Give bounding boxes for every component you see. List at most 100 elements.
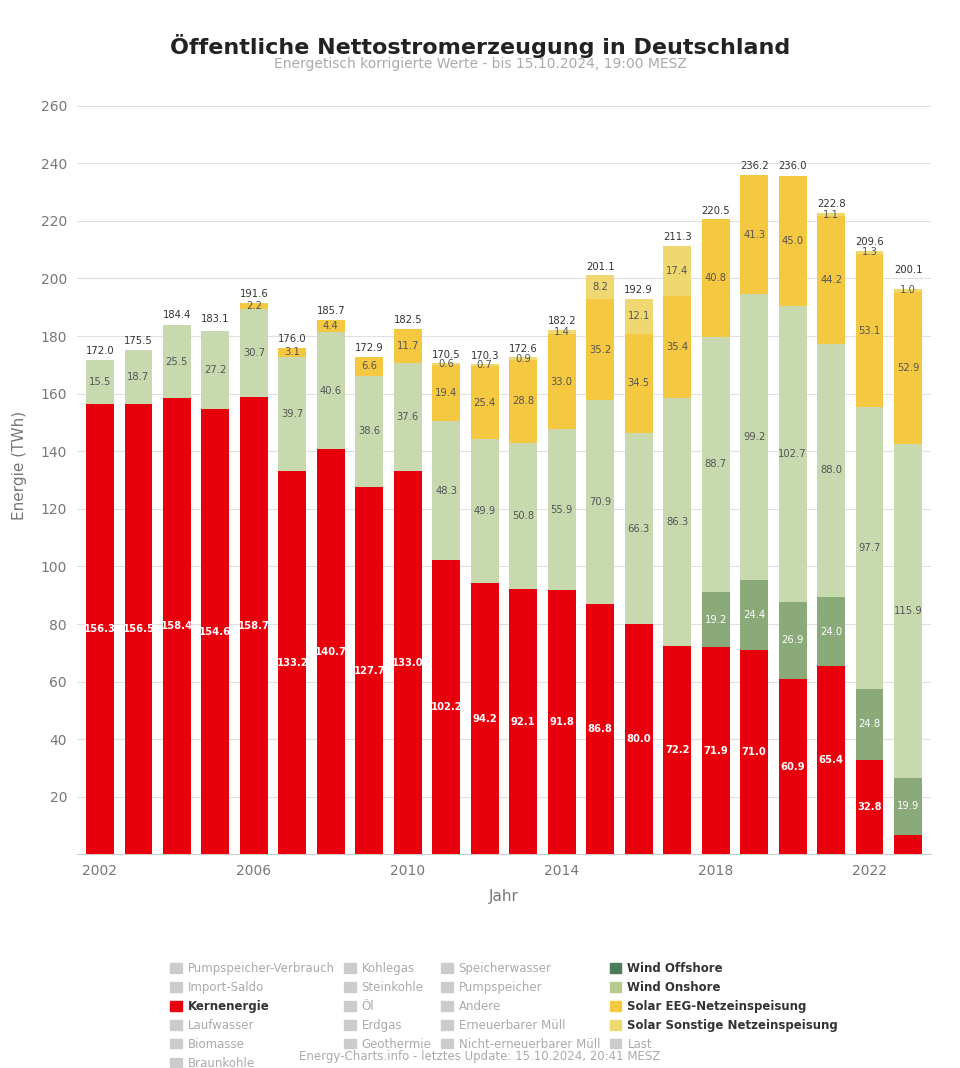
- Text: 191.6: 191.6: [239, 289, 268, 299]
- Text: 192.9: 192.9: [624, 285, 653, 296]
- Bar: [855, 407, 883, 689]
- Text: 28.8: 28.8: [513, 396, 535, 407]
- Bar: [240, 309, 268, 397]
- Text: 11.7: 11.7: [396, 342, 419, 351]
- Text: 38.6: 38.6: [358, 426, 380, 436]
- Text: 183.1: 183.1: [201, 314, 229, 324]
- Bar: [702, 592, 730, 647]
- Bar: [779, 176, 806, 305]
- Text: 71.9: 71.9: [704, 745, 728, 756]
- Bar: [510, 443, 537, 590]
- Text: 102.2: 102.2: [430, 703, 462, 712]
- Bar: [663, 646, 691, 854]
- Bar: [86, 360, 113, 405]
- Text: 40.6: 40.6: [320, 386, 342, 396]
- Text: 133.0: 133.0: [392, 658, 423, 668]
- Bar: [587, 299, 614, 400]
- Text: 156.5: 156.5: [122, 624, 155, 634]
- Text: 172.6: 172.6: [509, 344, 538, 354]
- Bar: [278, 357, 306, 471]
- Bar: [471, 364, 498, 366]
- Bar: [817, 214, 845, 217]
- Bar: [548, 429, 576, 590]
- Bar: [202, 409, 229, 854]
- Text: 40.8: 40.8: [705, 273, 727, 283]
- Text: 201.1: 201.1: [586, 262, 614, 272]
- Text: 35.4: 35.4: [666, 342, 688, 352]
- Text: 127.7: 127.7: [353, 665, 385, 676]
- Text: 0.6: 0.6: [439, 359, 454, 370]
- Bar: [355, 357, 383, 376]
- Bar: [471, 439, 498, 583]
- Text: 182.2: 182.2: [547, 316, 576, 326]
- Text: 72.2: 72.2: [665, 745, 689, 755]
- Text: 19.9: 19.9: [897, 801, 920, 812]
- Bar: [548, 330, 576, 334]
- Text: 37.6: 37.6: [396, 412, 419, 422]
- Text: 92.1: 92.1: [511, 717, 536, 727]
- Text: 25.4: 25.4: [473, 398, 496, 408]
- Bar: [317, 450, 345, 854]
- Bar: [317, 332, 345, 450]
- Text: 19.4: 19.4: [435, 388, 457, 398]
- Bar: [432, 363, 460, 365]
- Legend: Pumpspeicher-Verbrauch, Import-Saldo, Kernenergie, Laufwasser, Biomasse, Braunko: Pumpspeicher-Verbrauch, Import-Saldo, Ke…: [165, 958, 843, 1068]
- Text: 45.0: 45.0: [781, 236, 804, 246]
- Text: 18.7: 18.7: [128, 372, 150, 382]
- Text: 35.2: 35.2: [589, 345, 612, 355]
- Text: 55.9: 55.9: [550, 504, 573, 515]
- Bar: [240, 302, 268, 309]
- Bar: [817, 344, 845, 597]
- Text: 176.0: 176.0: [278, 334, 306, 344]
- Text: 236.2: 236.2: [740, 161, 768, 171]
- Text: 133.2: 133.2: [276, 658, 308, 668]
- Text: 184.4: 184.4: [162, 310, 191, 320]
- Bar: [394, 329, 421, 363]
- Bar: [548, 590, 576, 854]
- Text: 24.0: 24.0: [820, 627, 842, 637]
- Text: 2.2: 2.2: [246, 301, 262, 311]
- Text: 170.3: 170.3: [470, 350, 499, 361]
- Text: 50.8: 50.8: [513, 512, 535, 521]
- Text: 4.4: 4.4: [323, 321, 339, 331]
- Bar: [895, 288, 922, 292]
- Bar: [355, 376, 383, 487]
- Bar: [855, 254, 883, 407]
- Text: 30.7: 30.7: [243, 348, 265, 358]
- Text: 12.1: 12.1: [628, 312, 650, 321]
- Bar: [779, 601, 806, 679]
- Text: 0.9: 0.9: [516, 354, 531, 364]
- Text: 140.7: 140.7: [315, 647, 347, 657]
- Bar: [432, 365, 460, 421]
- Text: 86.3: 86.3: [666, 517, 688, 528]
- Bar: [86, 405, 113, 854]
- Text: 88.7: 88.7: [705, 459, 727, 469]
- Bar: [125, 350, 153, 404]
- Y-axis label: Energie (TWh): Energie (TWh): [12, 411, 27, 520]
- Bar: [663, 296, 691, 398]
- Bar: [663, 246, 691, 296]
- Bar: [740, 175, 768, 294]
- Text: 91.8: 91.8: [549, 718, 574, 727]
- Bar: [855, 689, 883, 760]
- Text: 1.3: 1.3: [862, 248, 877, 257]
- Bar: [317, 319, 345, 332]
- Bar: [740, 580, 768, 650]
- Bar: [817, 217, 845, 344]
- Text: 236.0: 236.0: [779, 161, 807, 171]
- Text: 170.5: 170.5: [432, 350, 461, 360]
- Text: 97.7: 97.7: [858, 543, 881, 553]
- Text: 26.9: 26.9: [781, 635, 804, 645]
- Bar: [817, 597, 845, 666]
- Text: 25.5: 25.5: [166, 357, 188, 366]
- Bar: [895, 444, 922, 778]
- Text: 27.2: 27.2: [204, 365, 227, 375]
- Bar: [510, 360, 537, 443]
- Bar: [740, 294, 768, 580]
- Text: 70.9: 70.9: [589, 498, 612, 507]
- Text: Energetisch korrigierte Werte - bis 15.10.2024, 19:00 MESZ: Energetisch korrigierte Werte - bis 15.1…: [274, 57, 686, 70]
- Text: Energy-Charts.info - letztes Update: 15.10.2024, 20:41 MESZ: Energy-Charts.info - letztes Update: 15.…: [300, 1050, 660, 1063]
- Bar: [432, 421, 460, 560]
- Text: 6.6: 6.6: [361, 361, 377, 371]
- Text: 65.4: 65.4: [819, 755, 844, 766]
